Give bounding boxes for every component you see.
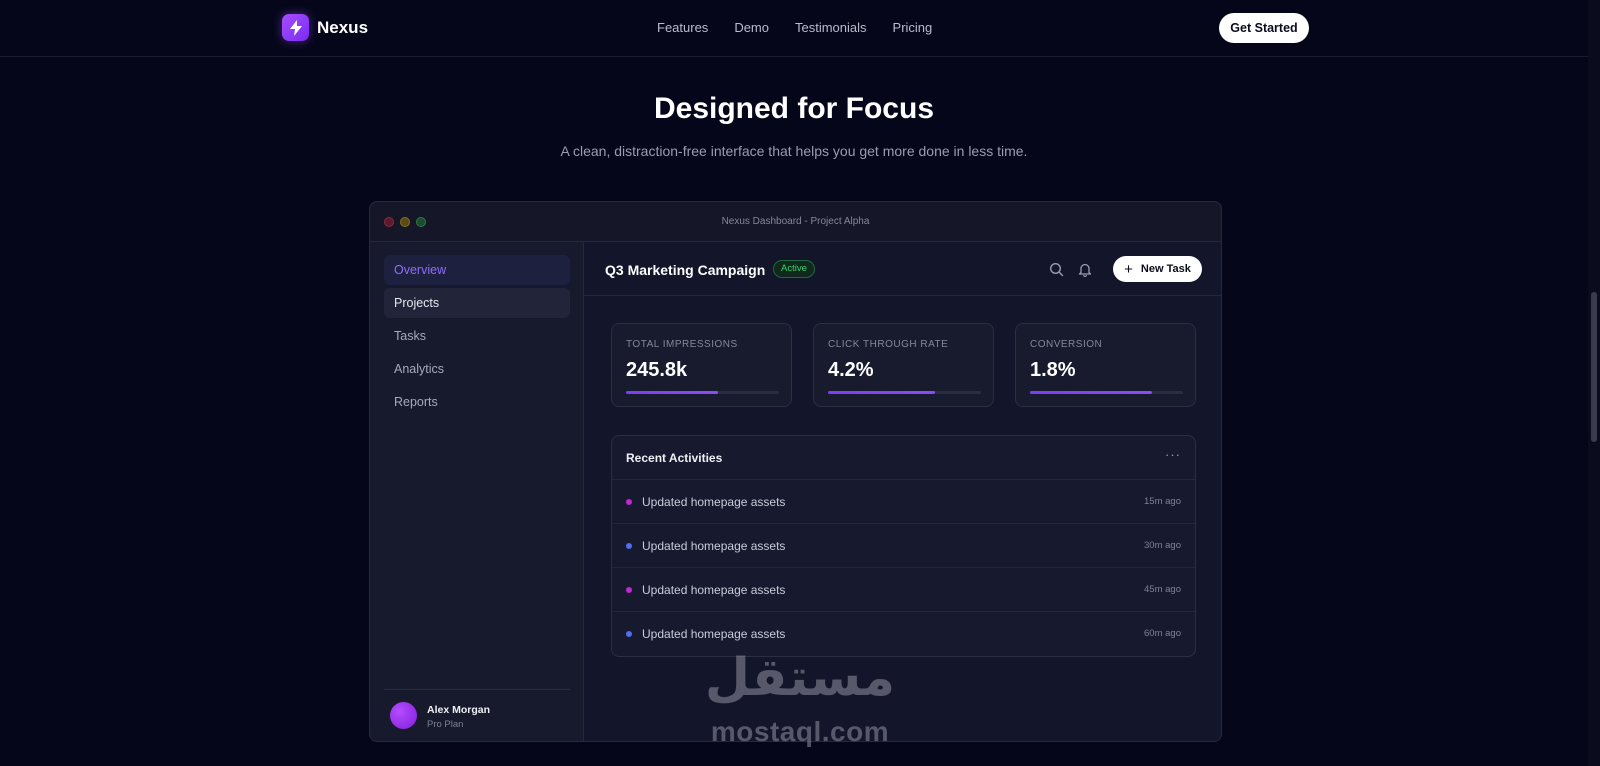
minimize-dot-icon[interactable] [400,217,410,227]
activity-time: 15m ago [1144,496,1181,507]
list-item[interactable]: Updated homepage assets 30m ago [612,524,1195,568]
list-item[interactable]: Updated homepage assets 45m ago [612,568,1195,612]
watermark-latin: mostaql.com [710,716,890,747]
watermark-arabic: مستقل [704,649,896,707]
watermark: مستقل mostaql.com [690,648,910,748]
stat-value: 1.8% [1030,359,1076,381]
nav-link-features[interactable]: Features [657,20,709,35]
stat-card-impressions: TOTAL IMPRESSIONS 245.8k [611,323,792,407]
top-navbar: Nexus Features Demo Testimonials Pricing… [0,0,1588,57]
new-task-button[interactable]: + New Task [1113,256,1202,282]
plus-icon: + [1124,260,1133,278]
stat-label: CLICK THROUGH RATE [828,339,949,350]
status-badge: Active [773,260,815,278]
stat-value: 4.2% [828,359,874,381]
activity-time: 60m ago [1144,628,1181,639]
new-task-label: New Task [1140,263,1191,275]
activity-text: Updated homepage assets [642,583,786,597]
activity-dot-icon [626,499,632,505]
close-dot-icon[interactable] [384,217,394,227]
progress-track [626,391,779,394]
activity-dot-icon [626,543,632,549]
brand-name: Nexus [317,17,369,37]
bell-icon[interactable] [1077,261,1093,277]
nav-link-demo[interactable]: Demo [734,20,769,35]
list-item[interactable]: Updated homepage assets 15m ago [612,480,1195,524]
progress-fill [1030,391,1153,394]
window-titlebar: Nexus Dashboard - Project Alpha [370,202,1221,242]
sidebar-item-reports[interactable]: Reports [394,395,438,409]
progress-fill [626,391,718,394]
stat-card-conversion: CONVERSION 1.8% [1015,323,1196,407]
user-plan: Pro Plan [427,719,464,730]
hero-subtitle: A clean, distraction-free interface that… [560,143,1028,159]
activity-time: 45m ago [1144,584,1181,595]
get-started-button[interactable]: Get Started [1219,13,1309,43]
main-header: Q3 Marketing Campaign Active + New Task [584,242,1221,296]
activity-text: Updated homepage assets [642,539,786,553]
nav-link-testimonials[interactable]: Testimonials [795,20,867,35]
activity-dot-icon [626,631,632,637]
recent-activities-card: Recent Activities ··· Updated homepage a… [611,435,1196,657]
list-item[interactable]: Updated homepage assets 60m ago [612,612,1195,656]
page-scrollbar[interactable] [1588,0,1600,766]
activity-text: Updated homepage assets [642,495,786,509]
main-panel: Q3 Marketing Campaign Active + New Task … [584,242,1221,741]
sidebar-item-analytics[interactable]: Analytics [394,362,445,376]
brand[interactable]: Nexus [282,14,368,41]
stat-value: 245.8k [626,359,688,381]
activity-text: Updated homepage assets [642,627,786,641]
app-window: Nexus Dashboard - Project Alpha Overview… [369,201,1222,742]
activity-time: 30m ago [1144,540,1181,551]
hero-title: Designed for Focus [653,92,935,125]
lightning-bolt-icon [282,14,309,41]
search-icon[interactable] [1048,261,1064,277]
more-options-icon[interactable]: ··· [1165,447,1181,462]
activity-dot-icon [626,587,632,593]
sidebar: Overview Projects Tasks Analytics Report… [370,242,584,741]
stat-label: TOTAL IMPRESSIONS [626,339,738,350]
nav-links: Features Demo Testimonials Pricing [657,20,932,35]
sidebar-item-overview[interactable]: Overview [384,255,570,285]
activities-title: Recent Activities [626,451,723,465]
project-title: Q3 Marketing Campaign [605,262,766,278]
page-scrollbar-thumb[interactable] [1591,292,1597,442]
avatar[interactable] [390,702,417,729]
sidebar-item-projects[interactable]: Projects [384,288,570,318]
nav-link-pricing[interactable]: Pricing [892,20,933,35]
user-name: Alex Morgan [427,704,491,716]
progress-fill [828,391,936,394]
activities-header: Recent Activities ··· [612,436,1195,480]
sidebar-divider [384,689,570,690]
progress-track [1030,391,1183,394]
progress-track [828,391,981,394]
stat-label: CONVERSION [1030,339,1103,350]
window-title: Nexus Dashboard - Project Alpha [721,216,870,227]
stat-card-ctr: CLICK THROUGH RATE 4.2% [813,323,994,407]
maximize-dot-icon[interactable] [416,217,426,227]
sidebar-item-tasks[interactable]: Tasks [394,329,426,343]
